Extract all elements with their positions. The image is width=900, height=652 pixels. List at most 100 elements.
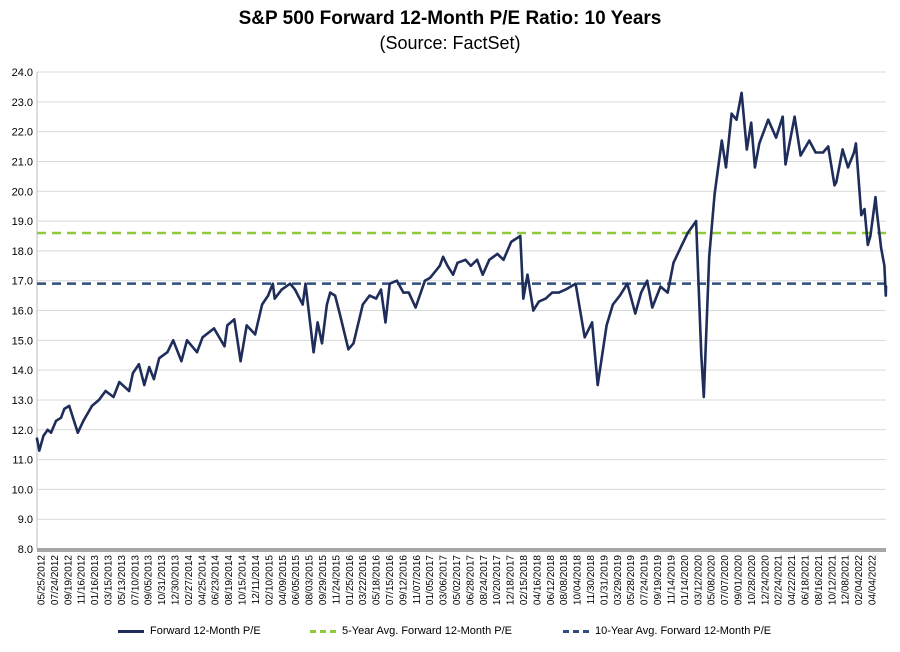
y-tick-label: 23.0 — [12, 97, 33, 109]
y-tick-label: 9.0 — [18, 514, 33, 526]
forward-pe-point — [526, 273, 529, 276]
x-tick-label: 08/19/2014 — [224, 555, 235, 605]
forward-pe-point — [407, 291, 410, 294]
forward-pe-point — [414, 306, 417, 309]
forward-pe-point — [879, 246, 883, 250]
x-tick-label: 09/12/2016 — [398, 555, 409, 605]
forward-pe-point — [245, 324, 248, 327]
forward-pe-point — [740, 91, 743, 95]
x-tick-label: 02/15/2018 — [519, 555, 530, 605]
forward-pe-point — [185, 339, 189, 342]
chart-title: S&P 500 Forward 12-Month P/E Ratio: 10 Y… — [238, 8, 662, 29]
forward-pe-point — [423, 279, 427, 282]
y-tick-label: 21.0 — [12, 156, 33, 168]
forward-pe-point — [814, 151, 817, 154]
series-lines — [35, 91, 888, 452]
forward-pe-point — [496, 252, 499, 256]
x-tick-label: 05/25/2012 — [37, 555, 48, 605]
forward-pe-point — [301, 303, 304, 306]
forward-pe-point — [143, 383, 146, 387]
forward-pe-point — [212, 327, 216, 330]
forward-pe-point — [131, 371, 135, 375]
forward-pe-point — [875, 210, 879, 214]
x-tick-label: 06/23/2014 — [211, 555, 222, 605]
forward-pe-point — [841, 148, 844, 151]
x-tick-label: 01/16/2013 — [90, 555, 101, 605]
forward-pe-point — [441, 255, 445, 258]
forward-pe-point — [863, 207, 866, 211]
y-tick-label: 20.0 — [12, 186, 33, 198]
forward-pe-point — [884, 294, 887, 297]
x-tick-label: 05/02/2017 — [452, 555, 463, 605]
forward-pe-point — [316, 321, 319, 324]
forward-pe-point — [68, 404, 71, 408]
forward-pe-point — [118, 380, 121, 384]
x-tick-label: 05/08/2020 — [707, 555, 718, 605]
x-tick-label: 01/14/2020 — [680, 555, 691, 605]
forward-pe-point — [574, 282, 577, 285]
forward-pe-point — [304, 282, 307, 285]
forward-pe-point — [475, 258, 479, 261]
x-tick-label: 04/22/2021 — [787, 555, 798, 605]
x-axis-ticks: 05/25/2012 07/24/2012 09/19/2012 11/16/2012… — [37, 555, 879, 605]
forward-pe-point — [201, 336, 204, 339]
forward-pe-point — [767, 118, 770, 121]
forward-pe-point — [223, 345, 226, 348]
forward-pe-point — [388, 282, 391, 285]
legend-item-5yr-avg: 5-Year Avg. Forward 12-Month P/E — [310, 625, 512, 637]
forward-pe-point — [852, 151, 856, 154]
x-tick-label: 04/25/2014 — [197, 555, 208, 605]
forward-pe-point — [502, 258, 505, 261]
forward-pe-point — [333, 294, 337, 297]
legend-label-5yr-avg: 5-Year Avg. Forward 12-Month P/E — [342, 625, 512, 637]
forward-pe-point — [63, 407, 66, 411]
x-tick-label: 06/12/2018 — [546, 555, 557, 605]
x-tick-label: 03/06/2017 — [439, 555, 450, 605]
forward-pe-point — [866, 243, 869, 247]
forward-pe-point — [874, 196, 877, 199]
forward-pe-point — [137, 363, 141, 366]
x-tick-label: 07/10/2013 — [130, 555, 141, 605]
forward-pe-point — [774, 136, 778, 139]
forward-pe-point — [557, 291, 560, 294]
forward-pe-point — [166, 351, 169, 354]
y-tick-label: 24.0 — [12, 67, 33, 79]
forward-pe-point — [611, 303, 615, 306]
forward-pe-point — [519, 234, 522, 238]
x-tick-label: 03/22/2016 — [358, 555, 369, 605]
forward-pe-point — [180, 360, 183, 363]
forward-pe-point — [672, 261, 675, 264]
x-tick-label: 12/11/2014 — [251, 555, 262, 605]
x-tick-label: 11/07/2016 — [412, 555, 423, 605]
forward-pe-point — [76, 431, 80, 434]
forward-pe-point — [758, 142, 761, 145]
forward-pe-point — [730, 112, 733, 115]
x-tick-label: 06/28/2017 — [465, 555, 476, 605]
forward-pe-point — [469, 264, 472, 267]
x-tick-label: 09/19/2019 — [653, 555, 664, 605]
forward-pe-point — [745, 148, 748, 151]
forward-pe-point — [639, 291, 643, 294]
forward-pe-point — [384, 321, 387, 324]
forward-pe-point — [233, 318, 236, 321]
y-tick-label: 14.0 — [12, 365, 33, 377]
legend-swatch-forward-pe — [118, 629, 144, 633]
legend-swatch-5yr-avg — [310, 629, 336, 633]
forward-pe-point — [808, 139, 811, 142]
forward-pe-point — [59, 416, 63, 419]
legend-swatch-10yr-avg — [563, 629, 589, 633]
forward-pe-point — [446, 264, 449, 267]
x-tick-label: 04/16/2018 — [532, 555, 543, 605]
forward-pe-series-line — [35, 91, 888, 452]
forward-pe-point — [551, 291, 554, 294]
x-tick-label: 08/16/2021 — [814, 555, 825, 605]
x-tick-label: 10/20/2017 — [492, 555, 503, 605]
forward-pe-point — [833, 184, 836, 187]
forward-pe-point — [260, 303, 264, 306]
legend-item-10yr-avg: 10-Year Avg. Forward 12-Month P/E — [563, 625, 771, 637]
forward-pe-point — [90, 404, 94, 408]
forward-pe-point — [54, 419, 58, 422]
forward-pe-point — [799, 154, 802, 157]
forward-pe-point — [379, 288, 383, 291]
forward-pe-point — [320, 342, 324, 345]
